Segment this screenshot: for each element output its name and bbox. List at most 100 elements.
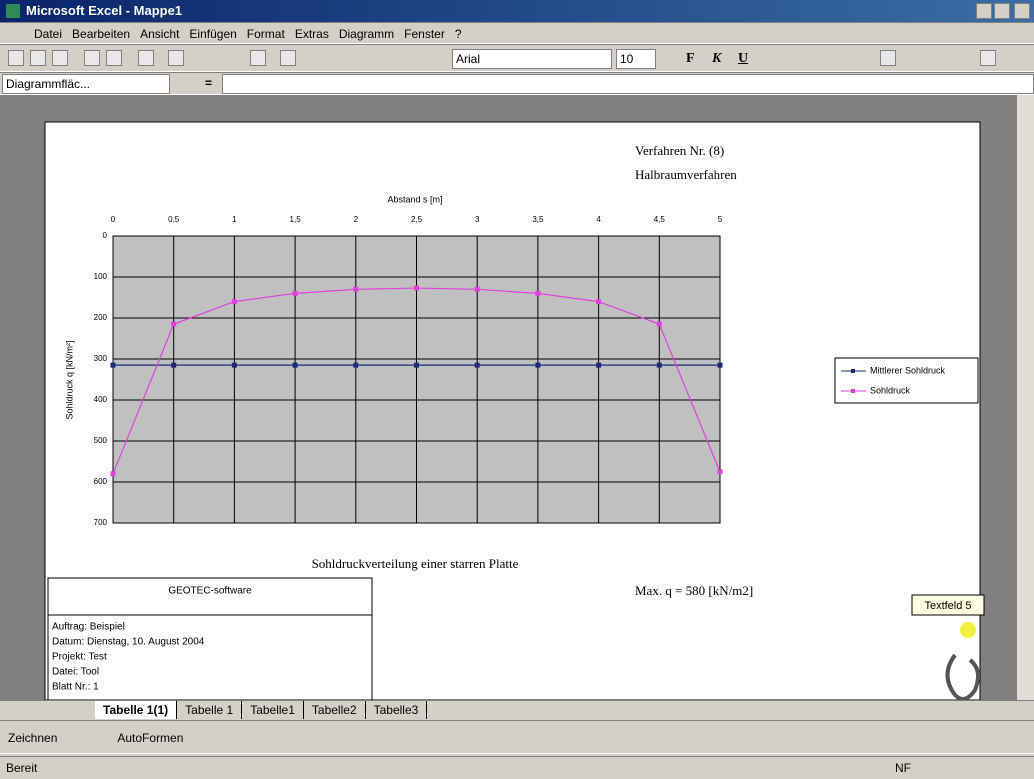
menu-item[interactable]: Extras — [295, 23, 329, 45]
x-tick-label: 0,5 — [168, 215, 180, 224]
tooltip-text: Textfeld 5 — [924, 600, 971, 612]
legend-marker — [851, 369, 855, 373]
lightbulb-icon[interactable] — [960, 622, 976, 638]
chart-title: Sohldruckverteilung einer starren Platte — [312, 556, 519, 571]
y-tick-label: 100 — [94, 272, 108, 281]
drawing-menu[interactable]: AutoFormen — [117, 731, 183, 745]
chart-sheet: Abstand s [m] Sohldruck q [kN/m²] Verfah… — [0, 95, 1016, 700]
print-button[interactable] — [84, 50, 100, 66]
x-tick-label: 1 — [232, 215, 237, 224]
sheet-tab[interactable]: Tabelle 1 — [177, 701, 242, 719]
status-bar: Bereit NF — [0, 756, 1034, 779]
sheet-tab[interactable]: Tabelle 1(1) — [95, 701, 177, 719]
y-tick-label: 700 — [94, 518, 108, 527]
status-text: Bereit — [6, 757, 37, 779]
info-line: Datei: Tool — [52, 667, 99, 678]
menu-item[interactable]: Format — [247, 23, 285, 45]
sheet-tab[interactable]: Tabelle2 — [304, 701, 366, 719]
menu-bar: Datei Bearbeiten Ansicht Einfügen Format Extr… — [0, 22, 1034, 44]
formula-equals: = — [205, 76, 212, 90]
italic-button[interactable]: K — [712, 51, 721, 67]
info-title: GEOTEC-software — [168, 586, 252, 597]
annotation: Halbraumverfahren — [635, 167, 737, 182]
annotation: Verfahren Nr. (8) — [635, 143, 724, 158]
sheet-tab[interactable]: Tabelle3 — [366, 701, 428, 719]
data-point — [171, 363, 176, 368]
info-line: Blatt Nr.: 1 — [52, 682, 99, 693]
info-line: Datum: Dienstag, 10. August 2004 — [52, 637, 205, 648]
menu-item[interactable]: Einfügen — [189, 23, 236, 45]
info-line: Projekt: Test — [52, 652, 107, 663]
legend-marker — [851, 389, 855, 393]
menu-item[interactable]: Datei — [34, 23, 62, 45]
data-point — [535, 291, 540, 296]
x-tick-label: 4,5 — [654, 215, 666, 224]
sheet-tabs: Tabelle 1(1)Tabelle 1Tabelle1Tabelle2Tab… — [0, 700, 1034, 719]
menu-item[interactable]: Bearbeiten — [72, 23, 130, 45]
data-point — [171, 322, 176, 327]
euro-button[interactable] — [880, 50, 896, 66]
x-tick-label: 3,5 — [532, 215, 544, 224]
legend-label: Sohldruck — [870, 385, 911, 395]
y-tick-label: 300 — [94, 354, 108, 363]
data-point — [718, 469, 723, 474]
data-point — [353, 287, 358, 292]
x-tick-label: 0 — [111, 215, 116, 224]
menu-item[interactable]: ? — [455, 23, 462, 45]
underline-button[interactable]: U — [738, 51, 748, 67]
data-point — [475, 363, 480, 368]
save-button[interactable] — [52, 50, 68, 66]
font-box[interactable]: Arial — [452, 49, 612, 69]
vertical-scrollbar[interactable] — [1016, 95, 1034, 700]
status-mode: NF — [895, 757, 911, 779]
y-tick-label: 200 — [94, 313, 108, 322]
title-bar: Microsoft Excel - Mappe1 — [0, 0, 1034, 22]
data-point — [657, 363, 662, 368]
data-point — [111, 471, 116, 476]
y-tick-label: 0 — [103, 231, 108, 240]
formula-bar: Diagrammfläc... = — [0, 72, 1034, 95]
data-point — [596, 299, 601, 304]
x-tick-label: 2,5 — [411, 215, 423, 224]
data-point — [232, 363, 237, 368]
annotation: Max. q = 580 [kN/m2] — [635, 583, 753, 598]
y-tick-label: 400 — [94, 395, 108, 404]
window-title: Microsoft Excel - Mappe1 — [26, 3, 182, 18]
x-tick-label: 3 — [475, 215, 480, 224]
close-button[interactable] — [1014, 3, 1030, 19]
menu-item[interactable]: Diagramm — [339, 23, 394, 45]
size-box[interactable]: 10 — [616, 49, 656, 69]
sheet-tab[interactable]: Tabelle1 — [242, 701, 304, 719]
x-axis-title: Abstand s [m] — [387, 194, 442, 204]
menu-item[interactable]: Fenster — [404, 23, 445, 45]
data-point — [353, 363, 358, 368]
maximize-button[interactable] — [994, 3, 1010, 19]
spelling-button[interactable] — [106, 50, 122, 66]
name-box[interactable]: Diagrammfläc... — [2, 74, 170, 94]
x-tick-label: 2 — [354, 215, 359, 224]
formula-input[interactable] — [222, 74, 1034, 94]
data-point — [657, 322, 662, 327]
open-button[interactable] — [30, 50, 46, 66]
menu-item[interactable]: Ansicht — [140, 23, 179, 45]
data-point — [718, 363, 723, 368]
paste-button[interactable] — [138, 50, 154, 66]
standard-toolbar: Arial 10 F K U — [0, 44, 1034, 72]
data-point — [293, 291, 298, 296]
data-point — [293, 363, 298, 368]
data-point — [232, 299, 237, 304]
new-button[interactable] — [8, 50, 24, 66]
minimize-button[interactable] — [976, 3, 992, 19]
chart-wizard-button[interactable] — [250, 50, 266, 66]
x-tick-label: 4 — [596, 215, 601, 224]
drawing-menu[interactable]: Zeichnen — [8, 731, 57, 745]
undo-button[interactable] — [168, 50, 184, 66]
y-axis-title: Sohldruck q [kN/m²] — [64, 340, 74, 419]
bold-button[interactable]: F — [686, 51, 695, 67]
border-button[interactable] — [980, 50, 996, 66]
excel-window: Microsoft Excel - Mappe1 Datei Bearbeiten… — [0, 0, 1034, 778]
info-line: Auftrag: Beispiel — [52, 622, 125, 633]
data-point — [414, 286, 419, 291]
help-button[interactable] — [280, 50, 296, 66]
data-point — [475, 287, 480, 292]
